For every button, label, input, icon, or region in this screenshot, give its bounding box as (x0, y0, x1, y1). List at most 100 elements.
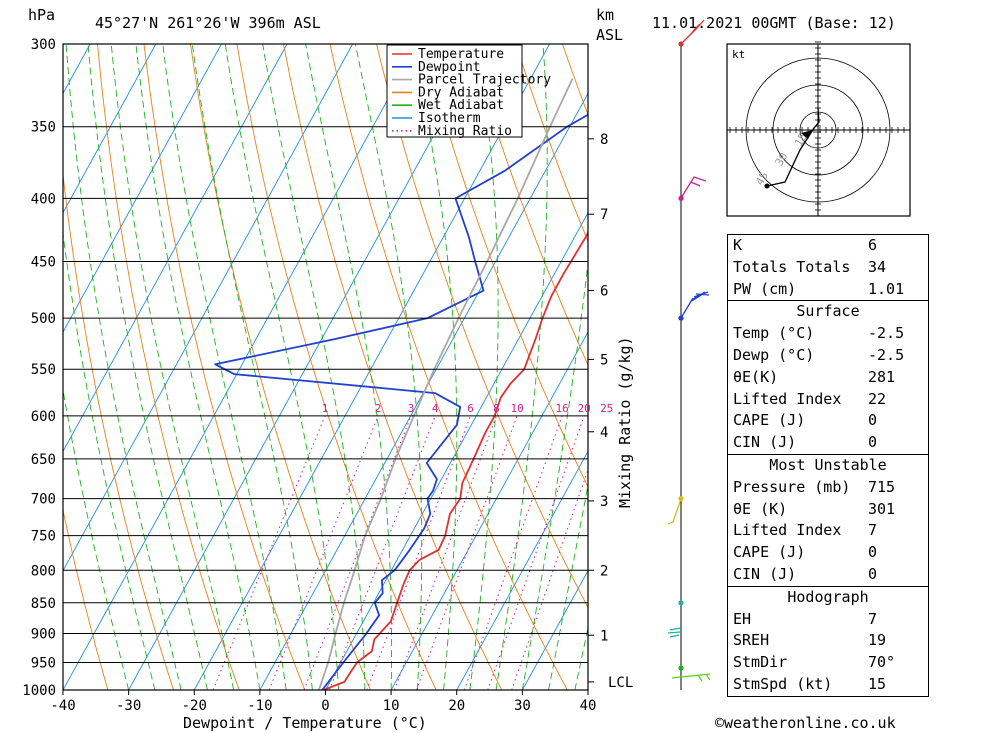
index-value: 22 (868, 389, 887, 408)
index-row: CIN (J) 0 (728, 564, 928, 586)
parcel-trajectory-line (318, 78, 574, 690)
index-value: 0 (868, 411, 878, 430)
index-row: Totals Totals 34 (728, 257, 928, 279)
km-tick-label: 3 (600, 494, 608, 510)
isotherm-line (63, 44, 222, 333)
wind-barb-glyph (667, 627, 682, 638)
isotherm-line (193, 44, 550, 690)
dry-adiabat-line (329, 44, 568, 690)
isotherm-line (456, 450, 588, 690)
legend-label: Dry Adiabat (418, 85, 504, 100)
isotherm-line (390, 331, 588, 690)
wet-adiabat-line (495, 44, 548, 690)
mixing-ratio-line (487, 415, 585, 690)
index-row: CAPE (J) 0 (728, 410, 928, 432)
pressure-tick-label: 950 (31, 655, 56, 671)
wet-adiabat-line (110, 44, 235, 690)
index-label: EH (733, 609, 752, 628)
wind-barb-glyph (671, 673, 711, 682)
index-value: 715 (868, 477, 896, 496)
pressure-tick-label: 350 (31, 120, 56, 136)
mixing-ratio-label: 4 (432, 402, 439, 415)
temperature-tick-label: 0 (321, 698, 329, 714)
hodograph-ring-label: 45 (753, 170, 771, 188)
wet-adiabat-line (191, 44, 313, 690)
mixing-ratio-label: 6 (467, 402, 474, 415)
wet-adiabat-line (469, 44, 499, 690)
isotherm-line (63, 44, 157, 214)
index-label: K (733, 236, 743, 254)
mixing-ratio-line (303, 415, 412, 690)
temperature-tick-label: -10 (247, 698, 272, 714)
index-label: StmSpd (kt) (733, 674, 833, 693)
hodograph-section-title: Hodograph (787, 587, 869, 606)
dry-adiabat-line (376, 44, 588, 609)
wet-adiabat-line (63, 230, 156, 690)
mixing-ratio-label: 16 (555, 402, 568, 415)
pressure-tick-label: 450 (31, 255, 56, 271)
hodograph-unit-label: kt (732, 48, 745, 61)
index-label: Lifted Index (733, 389, 842, 408)
km-tick-label: 7 (600, 207, 608, 223)
surface-title: Surface (796, 302, 860, 321)
mixing-ratio-label: 3 (408, 402, 415, 415)
wind-barb-glyph (680, 176, 707, 199)
km-tick-label: 6 (600, 284, 608, 300)
isotherm-line (325, 211, 588, 690)
index-row: θE (K) 301 (728, 499, 928, 521)
index-row: StmSpd (kt) 15 (728, 674, 928, 696)
index-label: Temp (°C) (733, 324, 815, 343)
index-row: Temp (°C) -2.5 (728, 323, 928, 345)
temperature-tick-label: -30 (116, 698, 141, 714)
index-value: 0 (868, 543, 878, 562)
index-label: Dewp (°C) (733, 345, 815, 364)
km-tick-labels: 8 7 6 5 4 3 2 1 LCL (588, 132, 633, 691)
index-row: CAPE (J) 0 (728, 542, 928, 564)
km-tick-label: 8 (600, 132, 608, 148)
index-row: θE(K) 281 (728, 367, 928, 389)
index-row: Lifted Index 22 (728, 389, 928, 411)
mixing-ratio-axis-label: Mixing Ratio (g/kg) (616, 336, 634, 508)
temperature-tick-label: 10 (383, 698, 400, 714)
index-label: CAPE (J) (733, 543, 806, 562)
mixing-ratio-label: 10 (510, 402, 523, 415)
pressure-tick-label: 750 (31, 529, 56, 545)
dewpoint-line (214, 113, 588, 690)
storm-motion-arrow (801, 130, 813, 139)
isotherm-line (0, 44, 25, 690)
km-tick-label: 4 (600, 425, 608, 441)
index-label: CAPE (J) (733, 411, 806, 430)
index-row: StmDir 70° (728, 652, 928, 674)
pressure-tick-label: 900 (31, 626, 56, 642)
isotherm-line (259, 92, 588, 690)
mixing-ratio-label: 20 (578, 402, 591, 415)
wind-level-marker (678, 315, 684, 321)
index-label: Pressure (mb) (733, 477, 851, 496)
wet-adiabat-line (135, 44, 261, 690)
temperature-tick-label: -40 (50, 698, 75, 714)
km-tick-label: LCL (608, 675, 633, 691)
isotherm-line (63, 44, 288, 453)
dry-adiabat-line (469, 44, 588, 366)
surface-section: Surface Temp (°C) -2.5 Dewp (°C) -2.5 θE(K) 2… (728, 300, 928, 454)
wet-adiabat-line (224, 44, 340, 690)
index-label: StmDir (733, 653, 788, 672)
wet-adiabat-line (548, 482, 588, 690)
legend-box (386, 44, 523, 138)
mixing-ratio-label: 8 (493, 402, 500, 415)
index-value: -2.5 (868, 324, 905, 343)
wind-level-marker (678, 496, 684, 502)
pressure-tick-label: 550 (31, 362, 56, 378)
wind-barb-glyph (680, 19, 705, 45)
index-value: 7 (868, 609, 878, 628)
index-value: 34 (868, 257, 887, 276)
index-label: Lifted Index (733, 521, 842, 540)
index-row: SREH 19 (728, 630, 928, 652)
index-value: 301 (868, 499, 896, 518)
dry-adiabat-line (515, 44, 588, 243)
index-value: 15 (868, 674, 887, 693)
mixing-ratio-line (463, 415, 563, 690)
